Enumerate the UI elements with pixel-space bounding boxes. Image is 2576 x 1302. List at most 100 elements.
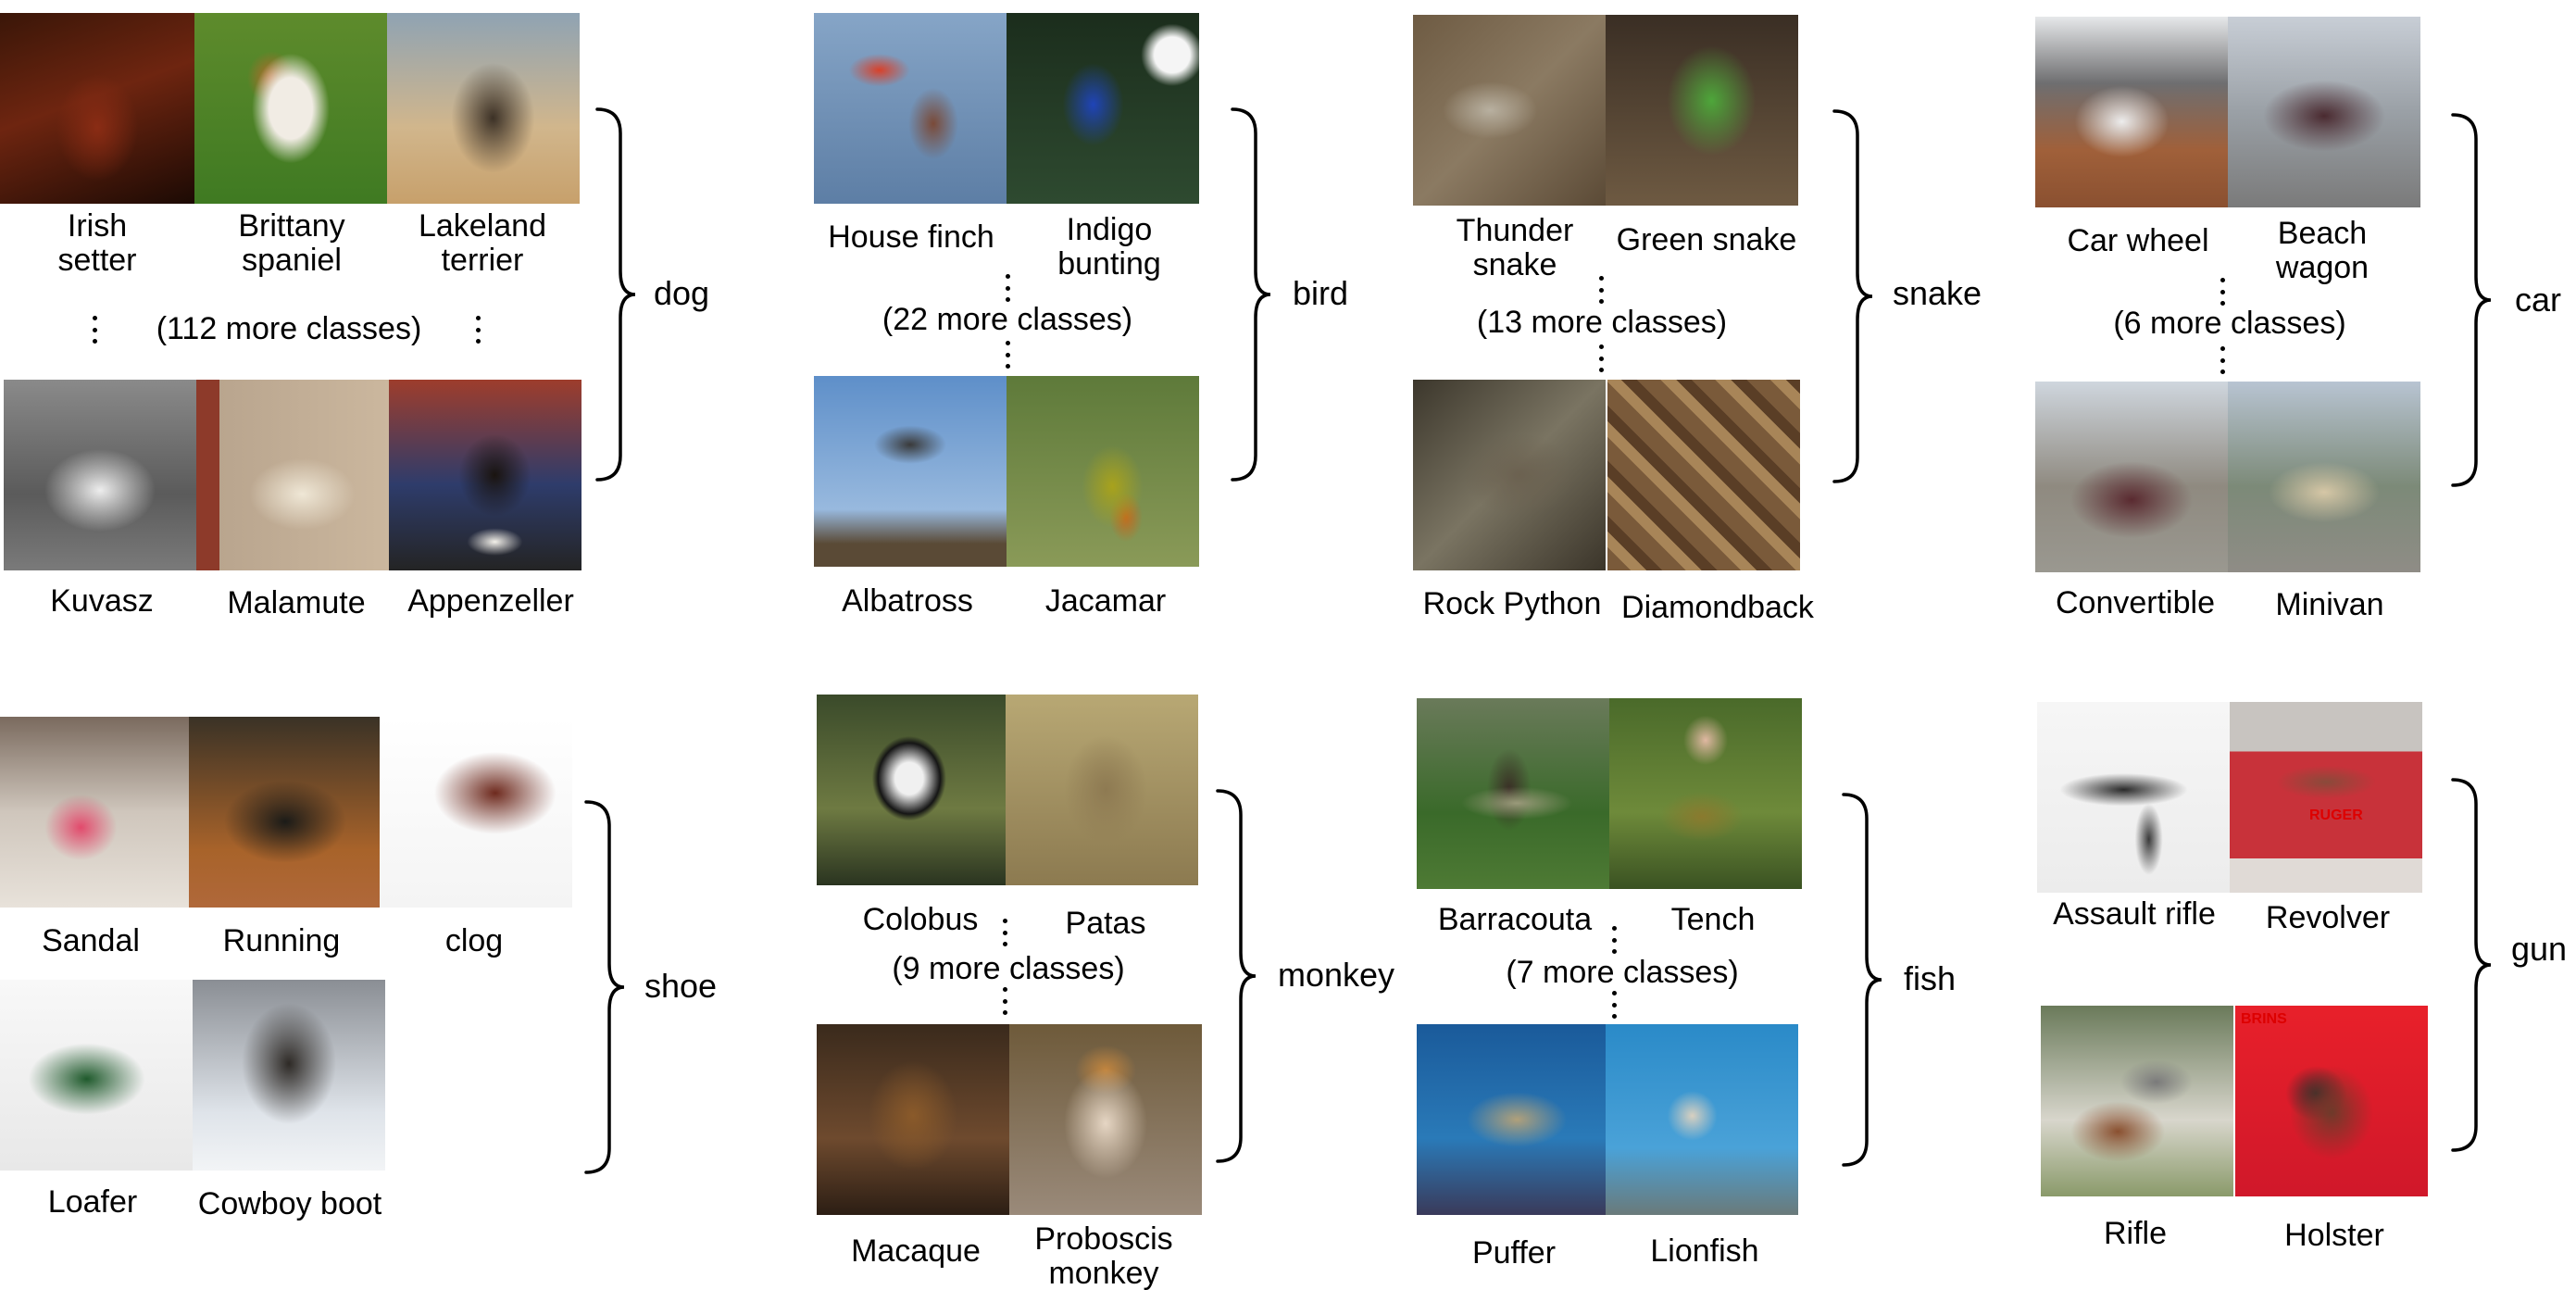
ellipsis-dots-icon bbox=[1002, 274, 1013, 302]
class-label-indigo-bunting: Indigo bunting bbox=[1057, 212, 1161, 282]
image-proboscis-monkey bbox=[1009, 1024, 1202, 1215]
ellipsis-dots-icon bbox=[1608, 991, 1619, 1019]
curly-brace-icon bbox=[2451, 778, 2492, 1152]
class-label-rock-python: Rock Python bbox=[1422, 586, 1602, 621]
class-label-cowboy-boot: Cowboy boot bbox=[197, 1186, 382, 1221]
image-malamute bbox=[196, 380, 389, 570]
image-barracouta bbox=[1417, 698, 1609, 889]
class-label-brittany-spaniel: Brittany spaniel bbox=[238, 208, 345, 278]
category-label-fish: fish bbox=[1904, 959, 1957, 997]
image-jacamar bbox=[1007, 376, 1199, 567]
curly-brace-icon bbox=[1216, 789, 1257, 1163]
image-tench bbox=[1609, 698, 1802, 889]
class-label-puffer: Puffer bbox=[1471, 1235, 1557, 1271]
class-label-colobus: Colobus bbox=[862, 902, 979, 937]
class-label-house-finch: House finch bbox=[828, 219, 994, 255]
class-label-malamute: Malamute bbox=[227, 585, 366, 620]
category-label-snake: snake bbox=[1893, 274, 1982, 312]
image-irish-setter bbox=[0, 13, 194, 204]
image-albatross bbox=[814, 376, 1007, 567]
class-label-running-shoe: Running shoe bbox=[222, 924, 341, 959]
image-brittany-spaniel bbox=[194, 13, 387, 204]
ellipsis-dots-icon bbox=[1608, 926, 1619, 954]
class-label-jacamar: Jacamar bbox=[1044, 583, 1167, 619]
more-classes-note: (112 more classes) bbox=[156, 311, 422, 346]
class-label-lakeland-terrier: Lakeland terrier bbox=[418, 208, 546, 278]
image-diamondback bbox=[1607, 380, 1800, 570]
ellipsis-dots-icon bbox=[999, 987, 1010, 1015]
class-label-irish-setter: Irish setter bbox=[57, 208, 137, 278]
image-loafer bbox=[0, 980, 193, 1171]
image-revolver: RUGER bbox=[2230, 702, 2422, 893]
more-classes-note: (22 more classes) bbox=[882, 302, 1133, 337]
class-label-macaque: Macaque bbox=[851, 1233, 981, 1269]
curly-brace-icon bbox=[1842, 793, 1882, 1167]
ellipsis-dots-icon bbox=[2217, 278, 2228, 306]
more-classes-note: (7 more classes) bbox=[1506, 955, 1739, 990]
class-label-lionfish: Lionfish bbox=[1650, 1233, 1759, 1269]
ellipsis-dots-icon bbox=[472, 316, 483, 344]
curly-brace-icon bbox=[1231, 107, 1271, 482]
image-sandal bbox=[0, 717, 193, 908]
curly-brace-icon bbox=[1832, 109, 1873, 483]
image-lakeland-terrier bbox=[387, 13, 580, 204]
more-classes-note: (13 more classes) bbox=[1476, 305, 1728, 340]
class-label-albatross: Albatross bbox=[842, 583, 973, 619]
class-label-thunder-snake: Thunder snake bbox=[1456, 213, 1574, 282]
category-label-monkey: monkey bbox=[1278, 956, 1395, 994]
curly-brace-icon bbox=[595, 107, 636, 482]
image-appenzeller bbox=[389, 380, 581, 570]
revolver-watermark: RUGER bbox=[2309, 807, 2363, 823]
image-thunder-snake bbox=[1413, 15, 1606, 206]
image-indigo-bunting bbox=[1007, 13, 1199, 204]
image-lionfish bbox=[1606, 1024, 1798, 1215]
image-green-snake bbox=[1606, 15, 1798, 206]
image-kuvasz bbox=[4, 380, 196, 570]
image-beach-wagon bbox=[2228, 17, 2420, 207]
class-label-green-snake: Green snake bbox=[1616, 222, 1797, 257]
ellipsis-dots-icon bbox=[1595, 344, 1607, 372]
curly-brace-icon bbox=[584, 800, 625, 1174]
image-minivan bbox=[2228, 382, 2420, 572]
class-label-patas: Patas bbox=[1065, 906, 1146, 941]
category-label-dog: dog bbox=[654, 274, 710, 312]
image-cowboy-boot bbox=[193, 980, 385, 1171]
image-running-shoe bbox=[189, 717, 381, 908]
image-rifle bbox=[2041, 1006, 2233, 1196]
image-macaque bbox=[817, 1024, 1009, 1215]
category-label-car: car bbox=[2515, 281, 2562, 319]
ellipsis-dots-icon bbox=[1595, 276, 1607, 304]
ellipsis-dots-icon bbox=[1002, 341, 1013, 369]
class-label-loafer: Loafer bbox=[47, 1184, 138, 1220]
class-label-revolver: Revolver bbox=[2265, 900, 2391, 935]
image-convertible bbox=[2035, 382, 2228, 572]
class-label-car-wheel: Car wheel bbox=[2067, 223, 2209, 258]
category-label-bird: bird bbox=[1293, 274, 1349, 312]
image-puffer bbox=[1417, 1024, 1609, 1215]
class-label-sandal: Sandal bbox=[42, 923, 140, 958]
image-rock-python bbox=[1413, 380, 1606, 570]
category-label-gun: gun bbox=[2511, 930, 2568, 968]
holster-watermark: BRINS bbox=[2241, 1011, 2287, 1027]
class-label-rifle: Rifle bbox=[2103, 1216, 2168, 1251]
class-label-kuvasz: Kuvasz bbox=[50, 583, 154, 619]
more-classes-note: (6 more classes) bbox=[2113, 306, 2346, 341]
class-label-proboscis-monkey: Proboscis monkey bbox=[1034, 1221, 1173, 1291]
more-classes-note: (9 more classes) bbox=[892, 951, 1125, 986]
image-assault-rifle bbox=[2037, 702, 2230, 893]
class-label-tench: Tench bbox=[1670, 902, 1756, 937]
image-car-wheel bbox=[2035, 17, 2228, 207]
class-label-holster: Holster bbox=[2284, 1218, 2384, 1253]
category-label-shoe: shoe bbox=[644, 967, 718, 1005]
image-holster: BRINS bbox=[2235, 1006, 2428, 1196]
class-label-assault-rifle: Assault rifle bbox=[2053, 896, 2216, 932]
ellipsis-dots-icon bbox=[89, 316, 100, 344]
curly-brace-icon bbox=[2451, 113, 2492, 487]
class-label-minivan: Minivan bbox=[2275, 587, 2384, 622]
class-label-convertible: Convertible bbox=[2056, 585, 2215, 620]
image-patas bbox=[1006, 695, 1198, 885]
class-label-beach-wagon: Beach wagon bbox=[2275, 216, 2370, 285]
ellipsis-dots-icon bbox=[999, 919, 1010, 946]
image-house-finch bbox=[814, 13, 1007, 204]
image-clog bbox=[380, 717, 572, 908]
